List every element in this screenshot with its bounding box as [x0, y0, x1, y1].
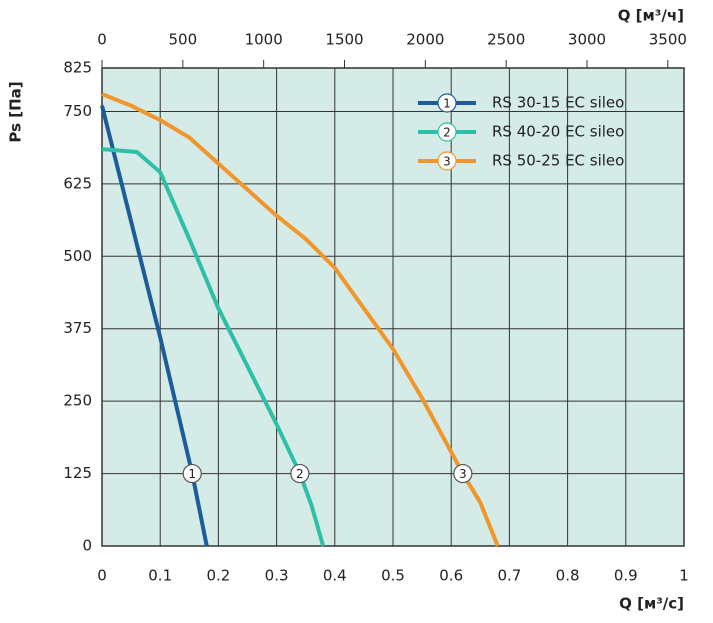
x2-tick-label: 2000	[406, 31, 444, 49]
x2-tick-label: 3000	[568, 31, 606, 49]
x2-tick-label: 3500	[649, 31, 687, 49]
series-line	[100, 105, 209, 547]
x2-tick-label: 1500	[325, 31, 363, 49]
y-tick-label: 825	[63, 59, 92, 77]
x2-tick-label: 2500	[487, 31, 525, 49]
y-tick-label: 375	[63, 319, 92, 337]
curve-badge	[290, 463, 310, 484]
curve-badge-label: 1	[188, 467, 196, 481]
x2-tick-label: 0	[97, 31, 107, 49]
series-line	[101, 92, 500, 547]
curve-badge	[437, 122, 457, 142]
plot-frame	[101, 67, 685, 547]
y-tick-label: 125	[63, 464, 92, 482]
x-tick-label: 0.4	[323, 567, 347, 585]
curve-badge-label: 2	[443, 126, 451, 140]
series-line	[101, 147, 326, 547]
legend-label: RS 40-20 EC sileo	[492, 123, 624, 141]
x2-label: Q [м³/ч]	[618, 7, 684, 25]
curve-badge-label: 2	[296, 467, 304, 481]
y-tick-label: 250	[63, 392, 92, 410]
x-label: Q [м³/с]	[619, 595, 684, 613]
y-label: Ps [Па]	[7, 81, 25, 142]
x-tick-label: 0.3	[265, 567, 289, 585]
x-tick-label: 0.1	[148, 567, 172, 585]
x-tick-label: 0.7	[497, 567, 521, 585]
x-tick-label: 0.8	[556, 567, 580, 585]
curve-badge	[437, 93, 457, 113]
x-tick-label: 0.6	[439, 567, 463, 585]
x-tick-label: 1	[679, 567, 689, 585]
curve-badge-label: 1	[443, 97, 451, 111]
y-tick-label: 625	[63, 174, 92, 192]
x-tick-label: 0.2	[206, 567, 230, 585]
legend-label: RS 50-25 EC sileo	[492, 152, 624, 170]
curve-badge-label: 3	[443, 155, 451, 169]
y-tick-label: 0	[82, 537, 92, 555]
x-tick-label: 0	[97, 567, 107, 585]
curve-badge	[182, 463, 202, 484]
curve-badge	[453, 463, 473, 484]
x2-tick-label: 1000	[245, 31, 283, 49]
legend-label: RS 30-15 EC sileo	[492, 94, 624, 112]
curve-badge	[437, 151, 457, 171]
x-tick-label: 0.9	[614, 567, 638, 585]
y-tick-label: 500	[63, 247, 92, 265]
curve-badge-label: 3	[459, 467, 467, 481]
x2-tick-label: 500	[169, 31, 198, 49]
y-tick-label: 750	[63, 102, 92, 120]
x-tick-label: 0.5	[381, 567, 405, 585]
